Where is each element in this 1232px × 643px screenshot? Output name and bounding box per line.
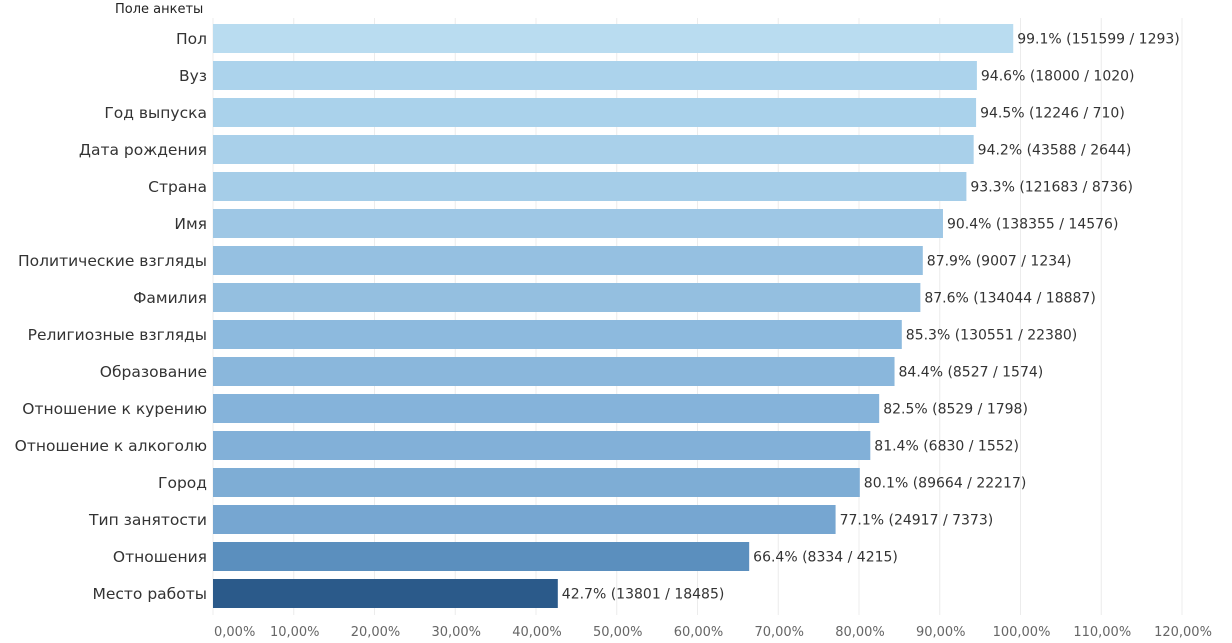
x-tick-label: 120,00%	[1154, 625, 1212, 640]
category-label: Страна	[148, 178, 207, 196]
x-tick-label: 10,00%	[270, 625, 320, 640]
bar[interactable]	[213, 61, 977, 90]
bar[interactable]	[213, 209, 943, 238]
bars	[213, 24, 1014, 608]
data-label: 93.3% (121683 / 8736)	[970, 180, 1133, 196]
x-tick-label: 40,00%	[512, 625, 562, 640]
data-label: 94.2% (43588 / 2644)	[978, 143, 1132, 159]
x-tick-label: 30,00%	[431, 625, 481, 640]
x-tick-label: 80,00%	[835, 625, 885, 640]
x-tick-label: 110,00%	[1073, 625, 1131, 640]
category-labels: Пол Вуз Год выпуска Дата рождения Страна Имя П…	[15, 30, 207, 603]
bar[interactable]	[213, 357, 895, 386]
data-label: 84.4% (8527 / 1574)	[899, 365, 1044, 381]
bar[interactable]	[213, 172, 967, 201]
data-label: 94.6% (18000 / 1020)	[981, 69, 1135, 85]
category-label: Вуз	[179, 67, 207, 85]
category-label: Образование	[100, 363, 207, 381]
bar[interactable]	[213, 135, 974, 164]
data-label: 42.7% (13801 / 18485)	[562, 587, 725, 603]
bar[interactable]	[213, 505, 836, 534]
data-label: 85.3% (130551 / 22380)	[906, 328, 1077, 344]
x-tick-label: 0,00%	[214, 625, 255, 640]
category-label: Фамилия	[133, 289, 207, 307]
bar[interactable]	[213, 98, 977, 127]
data-label: 82.5% (8529 / 1798)	[883, 402, 1028, 418]
category-label: Место работы	[92, 585, 207, 603]
bar[interactable]	[213, 394, 880, 423]
data-label: 87.9% (9007 / 1234)	[927, 254, 1072, 270]
bar[interactable]	[213, 283, 921, 312]
x-tick-label: 60,00%	[674, 625, 724, 640]
category-label: Отношение к курению	[22, 400, 207, 418]
data-label: 90.4% (138355 / 14576)	[947, 217, 1118, 233]
category-label: Религиозные взгляды	[28, 326, 207, 344]
data-label: 94.5% (12246 / 710)	[980, 106, 1125, 122]
category-label: Отношение к алкоголю	[15, 437, 207, 455]
row-header: Поле анкеты	[115, 2, 204, 17]
x-tick-label: 20,00%	[351, 625, 401, 640]
bar[interactable]	[213, 579, 558, 608]
bar[interactable]	[213, 246, 923, 275]
category-label: Имя	[174, 215, 207, 233]
category-label: Отношения	[113, 548, 207, 566]
data-label: 77.1% (24917 / 7373)	[840, 513, 994, 529]
x-tick-label: 90,00%	[916, 625, 966, 640]
bar[interactable]	[213, 320, 902, 349]
x-axis-ticks: 0,00% 10,00% 20,00% 30,00% 40,00% 50,00% 60,00…	[214, 625, 1212, 640]
bar[interactable]	[213, 24, 1014, 53]
category-label: Дата рождения	[79, 141, 207, 159]
x-tick-label: 70,00%	[754, 625, 804, 640]
data-label: 80.1% (89664 / 22217)	[864, 476, 1027, 492]
bar[interactable]	[213, 542, 750, 571]
data-label: 81.4% (6830 / 1552)	[874, 439, 1019, 455]
data-label: 66.4% (8334 / 4215)	[753, 550, 898, 566]
value-labels: 99.1% (151599 / 1293) 94.6% (18000 / 1020…	[562, 32, 1180, 603]
x-tick-label: 50,00%	[593, 625, 643, 640]
x-tick-label: 100,00%	[993, 625, 1051, 640]
bar[interactable]	[213, 431, 871, 460]
category-label: Пол	[176, 30, 207, 48]
data-label: 87.6% (134044 / 18887)	[924, 291, 1095, 307]
category-label: Город	[158, 474, 207, 492]
bar[interactable]	[213, 468, 860, 497]
category-label: Тип занятости	[88, 511, 207, 529]
category-label: Политические взгляды	[18, 252, 207, 270]
data-label: 99.1% (151599 / 1293)	[1017, 32, 1180, 48]
category-label: Год выпуска	[104, 104, 207, 122]
